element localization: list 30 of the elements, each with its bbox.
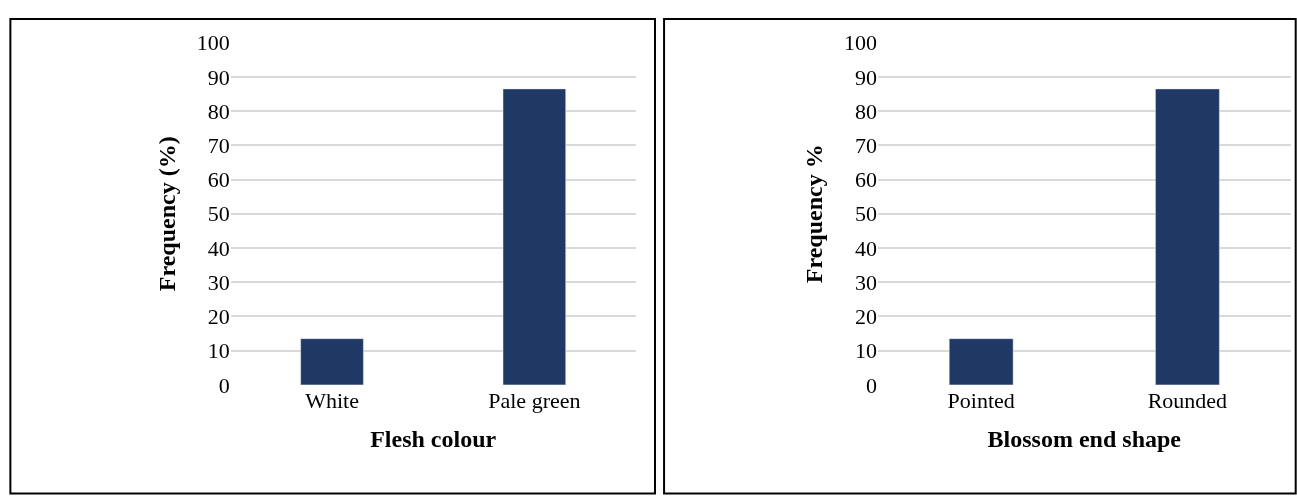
y-tick-label: 60: [207, 167, 230, 193]
y-tick-label: 10: [855, 338, 878, 364]
y-tick-label: 50: [207, 201, 230, 227]
y-tick-label: 70: [855, 133, 878, 159]
x-tick-label: White: [305, 387, 359, 413]
y-tick-label: 40: [855, 235, 878, 261]
x-tick-label: Pointed: [947, 387, 1015, 413]
y-tick-label: 60: [855, 167, 878, 193]
y-tick-label: 40: [207, 235, 230, 261]
y-tick-label: 90: [207, 64, 230, 90]
x-tick-label: Pale green: [488, 387, 581, 413]
y-tick-label: 100: [196, 30, 230, 56]
y-tick-label: 90: [855, 64, 878, 90]
y-tick-label: 30: [207, 269, 230, 295]
y-tick-label: 100: [844, 30, 878, 56]
y-tick-label: 80: [855, 98, 878, 124]
x-tick-label: Rounded: [1147, 387, 1228, 413]
y-tick-label: 50: [855, 201, 878, 227]
y-tick-label: 20: [207, 304, 230, 330]
x-axis-title: Blossom end shape: [987, 426, 1182, 453]
y-tick-label: 0: [218, 372, 230, 398]
x-axis-title: Flesh colour: [370, 426, 497, 453]
y-axis-title: Frequency (%): [153, 136, 180, 292]
y-tick-label: 0: [866, 372, 878, 398]
y-tick-label: 20: [855, 304, 878, 330]
y-tick-label: 10: [207, 338, 230, 364]
y-axis-title: Frequency %: [801, 144, 828, 284]
y-tick-label: 30: [855, 269, 878, 295]
y-tick-label: 70: [207, 133, 230, 159]
y-tick-label: 80: [207, 98, 230, 124]
